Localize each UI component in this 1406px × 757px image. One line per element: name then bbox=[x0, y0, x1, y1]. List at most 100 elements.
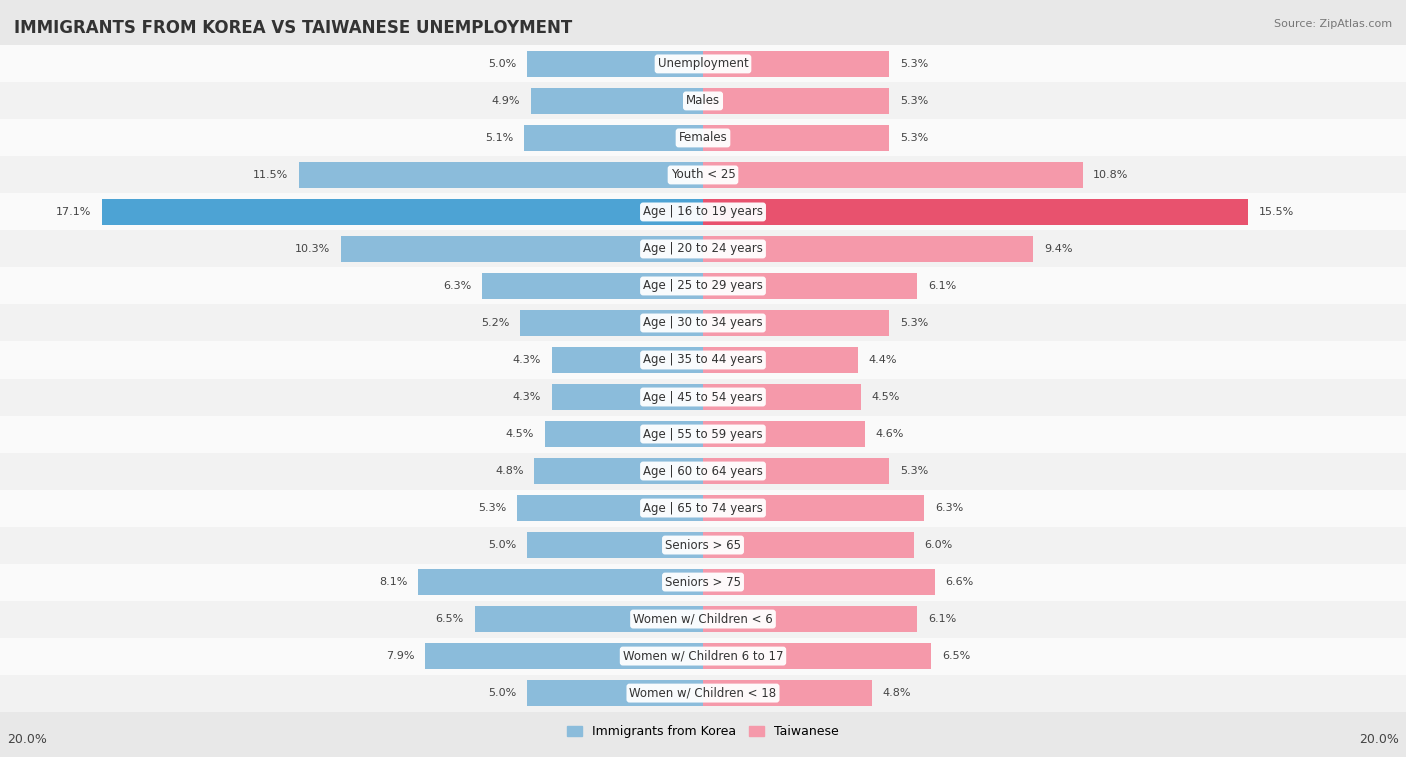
Bar bbox=[0, 157, 1406, 194]
Text: Seniors > 75: Seniors > 75 bbox=[665, 575, 741, 588]
Text: Age | 16 to 19 years: Age | 16 to 19 years bbox=[643, 205, 763, 219]
Bar bbox=[0, 490, 1406, 527]
Bar bbox=[703, 235, 1033, 262]
Text: IMMIGRANTS FROM KOREA VS TAIWANESE UNEMPLOYMENT: IMMIGRANTS FROM KOREA VS TAIWANESE UNEMP… bbox=[14, 19, 572, 37]
Bar bbox=[527, 51, 703, 77]
Bar bbox=[703, 125, 889, 151]
Text: 4.9%: 4.9% bbox=[492, 96, 520, 106]
Bar bbox=[0, 230, 1406, 267]
Text: 6.3%: 6.3% bbox=[935, 503, 963, 513]
Text: Age | 20 to 24 years: Age | 20 to 24 years bbox=[643, 242, 763, 255]
Bar bbox=[703, 531, 914, 559]
Text: 15.5%: 15.5% bbox=[1258, 207, 1294, 217]
Bar bbox=[475, 606, 703, 632]
Text: Age | 45 to 54 years: Age | 45 to 54 years bbox=[643, 391, 763, 403]
Legend: Immigrants from Korea, Taiwanese: Immigrants from Korea, Taiwanese bbox=[562, 720, 844, 743]
Text: 5.0%: 5.0% bbox=[488, 540, 517, 550]
Bar bbox=[703, 495, 925, 522]
Text: Females: Females bbox=[679, 132, 727, 145]
Text: 20.0%: 20.0% bbox=[1360, 733, 1399, 746]
Text: 6.5%: 6.5% bbox=[436, 614, 464, 624]
Bar bbox=[703, 680, 872, 706]
Text: 4.3%: 4.3% bbox=[513, 355, 541, 365]
Bar bbox=[551, 384, 703, 410]
Bar bbox=[0, 120, 1406, 157]
Text: Males: Males bbox=[686, 95, 720, 107]
Bar bbox=[534, 458, 703, 484]
Text: 7.9%: 7.9% bbox=[387, 651, 415, 661]
Bar bbox=[703, 606, 917, 632]
Text: 9.4%: 9.4% bbox=[1043, 244, 1073, 254]
Bar bbox=[520, 310, 703, 336]
Bar bbox=[531, 88, 703, 114]
Bar bbox=[527, 680, 703, 706]
Bar bbox=[551, 347, 703, 373]
Text: Age | 65 to 74 years: Age | 65 to 74 years bbox=[643, 502, 763, 515]
Bar bbox=[703, 310, 889, 336]
Text: 4.8%: 4.8% bbox=[883, 688, 911, 698]
Text: Age | 60 to 64 years: Age | 60 to 64 years bbox=[643, 465, 763, 478]
Bar bbox=[0, 416, 1406, 453]
Text: Women w/ Children < 6: Women w/ Children < 6 bbox=[633, 612, 773, 625]
Text: Age | 55 to 59 years: Age | 55 to 59 years bbox=[643, 428, 763, 441]
Text: 5.3%: 5.3% bbox=[900, 59, 928, 69]
Text: Women w/ Children 6 to 17: Women w/ Children 6 to 17 bbox=[623, 650, 783, 662]
Bar bbox=[703, 458, 889, 484]
Text: 5.1%: 5.1% bbox=[485, 133, 513, 143]
Text: 4.4%: 4.4% bbox=[869, 355, 897, 365]
Bar bbox=[703, 384, 860, 410]
Bar bbox=[0, 341, 1406, 378]
Text: 5.3%: 5.3% bbox=[900, 466, 928, 476]
Bar bbox=[299, 162, 703, 188]
Bar bbox=[527, 531, 703, 559]
Bar bbox=[0, 637, 1406, 674]
Bar bbox=[0, 600, 1406, 637]
Bar bbox=[425, 643, 703, 669]
Text: 4.3%: 4.3% bbox=[513, 392, 541, 402]
Text: 5.3%: 5.3% bbox=[900, 318, 928, 328]
Bar bbox=[0, 378, 1406, 416]
Bar bbox=[481, 273, 703, 299]
Bar bbox=[703, 198, 1249, 226]
Text: 5.3%: 5.3% bbox=[900, 96, 928, 106]
Text: 5.0%: 5.0% bbox=[488, 688, 517, 698]
Bar bbox=[703, 569, 935, 595]
Bar bbox=[703, 347, 858, 373]
Text: 10.8%: 10.8% bbox=[1094, 170, 1129, 180]
Bar bbox=[0, 527, 1406, 563]
Text: Age | 25 to 29 years: Age | 25 to 29 years bbox=[643, 279, 763, 292]
Bar bbox=[419, 569, 703, 595]
Bar bbox=[546, 421, 703, 447]
Bar bbox=[524, 125, 703, 151]
Bar bbox=[0, 674, 1406, 712]
Bar bbox=[0, 304, 1406, 341]
Bar bbox=[0, 267, 1406, 304]
Text: Seniors > 65: Seniors > 65 bbox=[665, 538, 741, 552]
Text: 4.8%: 4.8% bbox=[495, 466, 524, 476]
Text: 6.1%: 6.1% bbox=[928, 281, 956, 291]
Bar bbox=[703, 421, 865, 447]
Text: 6.5%: 6.5% bbox=[942, 651, 970, 661]
Text: 5.2%: 5.2% bbox=[481, 318, 510, 328]
Bar bbox=[703, 643, 932, 669]
Text: 4.5%: 4.5% bbox=[872, 392, 900, 402]
Text: 11.5%: 11.5% bbox=[253, 170, 288, 180]
Bar bbox=[517, 495, 703, 522]
Text: 10.3%: 10.3% bbox=[295, 244, 330, 254]
Bar bbox=[0, 194, 1406, 230]
Bar bbox=[703, 273, 917, 299]
Text: 5.3%: 5.3% bbox=[900, 133, 928, 143]
Text: 4.6%: 4.6% bbox=[875, 429, 904, 439]
Text: Youth < 25: Youth < 25 bbox=[671, 169, 735, 182]
Text: 6.3%: 6.3% bbox=[443, 281, 471, 291]
Text: 20.0%: 20.0% bbox=[7, 733, 46, 746]
Text: 5.3%: 5.3% bbox=[478, 503, 506, 513]
Text: 8.1%: 8.1% bbox=[380, 577, 408, 587]
Bar bbox=[101, 198, 703, 226]
Bar bbox=[0, 453, 1406, 490]
Text: 5.0%: 5.0% bbox=[488, 59, 517, 69]
Bar bbox=[0, 83, 1406, 120]
Text: 6.6%: 6.6% bbox=[945, 577, 974, 587]
Text: 17.1%: 17.1% bbox=[56, 207, 91, 217]
Text: Unemployment: Unemployment bbox=[658, 58, 748, 70]
